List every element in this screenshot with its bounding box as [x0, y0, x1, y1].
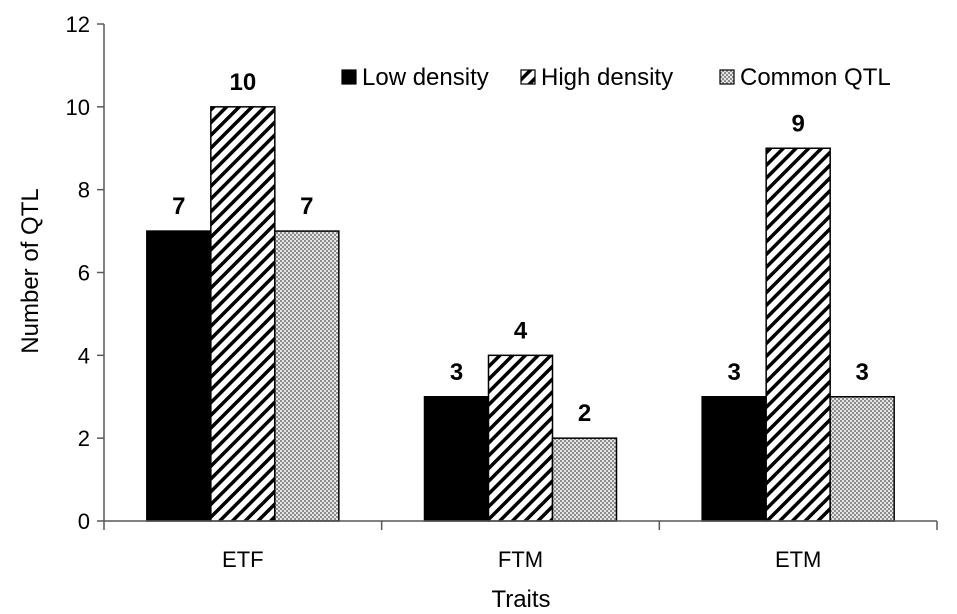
data-label-low-density-ftm: 3: [450, 359, 463, 386]
y-tick-label: 0: [78, 509, 90, 534]
bar-common-qtl-ftm: [551, 437, 618, 522]
x-tick-label-etm: ETM: [775, 547, 821, 572]
y-tick-label: 12: [66, 12, 90, 37]
data-label-low-density-etm: 3: [727, 359, 740, 386]
x-tick-label-ftm: FTM: [498, 547, 543, 572]
legend-swatch-high-density: [520, 69, 536, 85]
x-tick-label-etf: ETF: [222, 547, 264, 572]
x-axis-title: Traits: [491, 586, 550, 613]
y-tick-label: 6: [78, 261, 90, 286]
bar-high-density-etm: [765, 147, 831, 522]
legend-swatch-low-density: [341, 69, 357, 85]
data-label-low-density-etf: 7: [172, 193, 185, 220]
y-tick-label: 8: [78, 178, 90, 203]
bar-low-density-etf: [146, 230, 212, 522]
y-axis-title: Number of QTL: [17, 188, 44, 353]
bar-low-density-ftm: [423, 396, 490, 522]
bar-common-qtl-etm: [829, 396, 895, 522]
legend: Low density High density Common QTL: [341, 64, 891, 91]
legend-label-common-qtl: Common QTL: [740, 64, 891, 91]
data-labels: 7 10 7 3 4 2 3 9 3: [172, 69, 869, 427]
y-tick-label: 4: [78, 343, 90, 368]
bar-low-density-etm: [701, 396, 767, 522]
legend-label-low-density: Low density: [362, 64, 489, 91]
axes: 0 2 4 6 8 10 12 ETF FTM ETM: [66, 12, 938, 572]
legend-label-high-density: High density: [541, 64, 673, 91]
data-label-common-qtl-etm: 3: [855, 359, 868, 386]
data-label-high-density-etm: 9: [791, 110, 804, 137]
bar-high-density-ftm: [487, 354, 554, 522]
legend-swatch-common-qtl: [719, 69, 735, 85]
bars: [146, 106, 895, 522]
data-label-common-qtl-ftm: 2: [578, 400, 591, 427]
y-tick-label: 10: [66, 95, 90, 120]
data-label-high-density-ftm: 4: [514, 317, 528, 344]
data-label-high-density-etf: 10: [229, 69, 256, 96]
y-tick-label: 2: [78, 426, 90, 451]
data-label-common-qtl-etf: 7: [300, 193, 313, 220]
bar-high-density-etf: [210, 106, 276, 522]
bar-common-qtl-etf: [274, 230, 340, 522]
